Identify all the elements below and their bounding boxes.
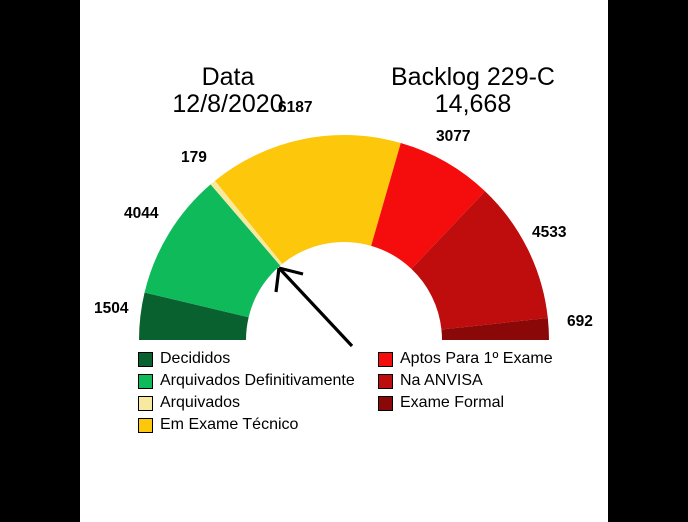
- legend-item: Em Exame Técnico: [138, 414, 355, 436]
- legend-swatch-icon: [138, 418, 153, 433]
- legend-item: Arquivados: [138, 392, 355, 414]
- legend-item: Na ANVISA: [378, 370, 553, 392]
- value-label-decididos: 1504: [94, 300, 128, 318]
- legend-left-column: Decididos Arquivados Definitivamente Arqui…: [138, 348, 355, 436]
- value-label-exame-formal: 692: [567, 313, 593, 331]
- legend-swatch-icon: [138, 352, 153, 367]
- value-label-aptos-para-1-exame: 3077: [436, 128, 470, 146]
- legend-label: Decididos: [160, 351, 230, 367]
- legend-label: Arquivados Definitivamente: [160, 373, 355, 389]
- arrow-annotation-arquivados: [276, 268, 352, 346]
- value-label-na-anvisa: 4533: [532, 224, 566, 242]
- legend-item: Arquivados Definitivamente: [138, 370, 355, 392]
- legend-label: Aptos Para 1º Exame: [400, 351, 553, 367]
- screenshot-root: Data 12/8/2020 Backlog 229-C 14,668 1504…: [0, 0, 688, 522]
- legend-item: Aptos Para 1º Exame: [378, 348, 553, 370]
- legend-label: Em Exame Técnico: [160, 417, 298, 433]
- legend-swatch-icon: [378, 374, 393, 389]
- chart-canvas: Data 12/8/2020 Backlog 229-C 14,668 1504…: [80, 0, 608, 522]
- letterbox-bar-left: [0, 0, 80, 522]
- legend-label: Arquivados: [160, 395, 240, 411]
- legend-swatch-icon: [138, 374, 153, 389]
- letterbox-bar-right: [608, 0, 688, 522]
- half-donut-gauge: [80, 0, 608, 522]
- legend-item: Exame Formal: [378, 392, 553, 414]
- legend-swatch-icon: [378, 352, 393, 367]
- legend-item: Decididos: [138, 348, 355, 370]
- legend-swatch-icon: [378, 396, 393, 411]
- value-label-arquivados: 179: [181, 149, 207, 167]
- value-label-em-exame-tecnico: 6187: [278, 99, 312, 117]
- legend-label: Na ANVISA: [400, 373, 483, 389]
- value-label-arquivados-definitivamente: 4044: [124, 205, 158, 223]
- legend-label: Exame Formal: [400, 395, 504, 411]
- legend-right-column: Aptos Para 1º Exame Na ANVISA Exame Formal: [378, 348, 553, 414]
- legend-swatch-icon: [138, 396, 153, 411]
